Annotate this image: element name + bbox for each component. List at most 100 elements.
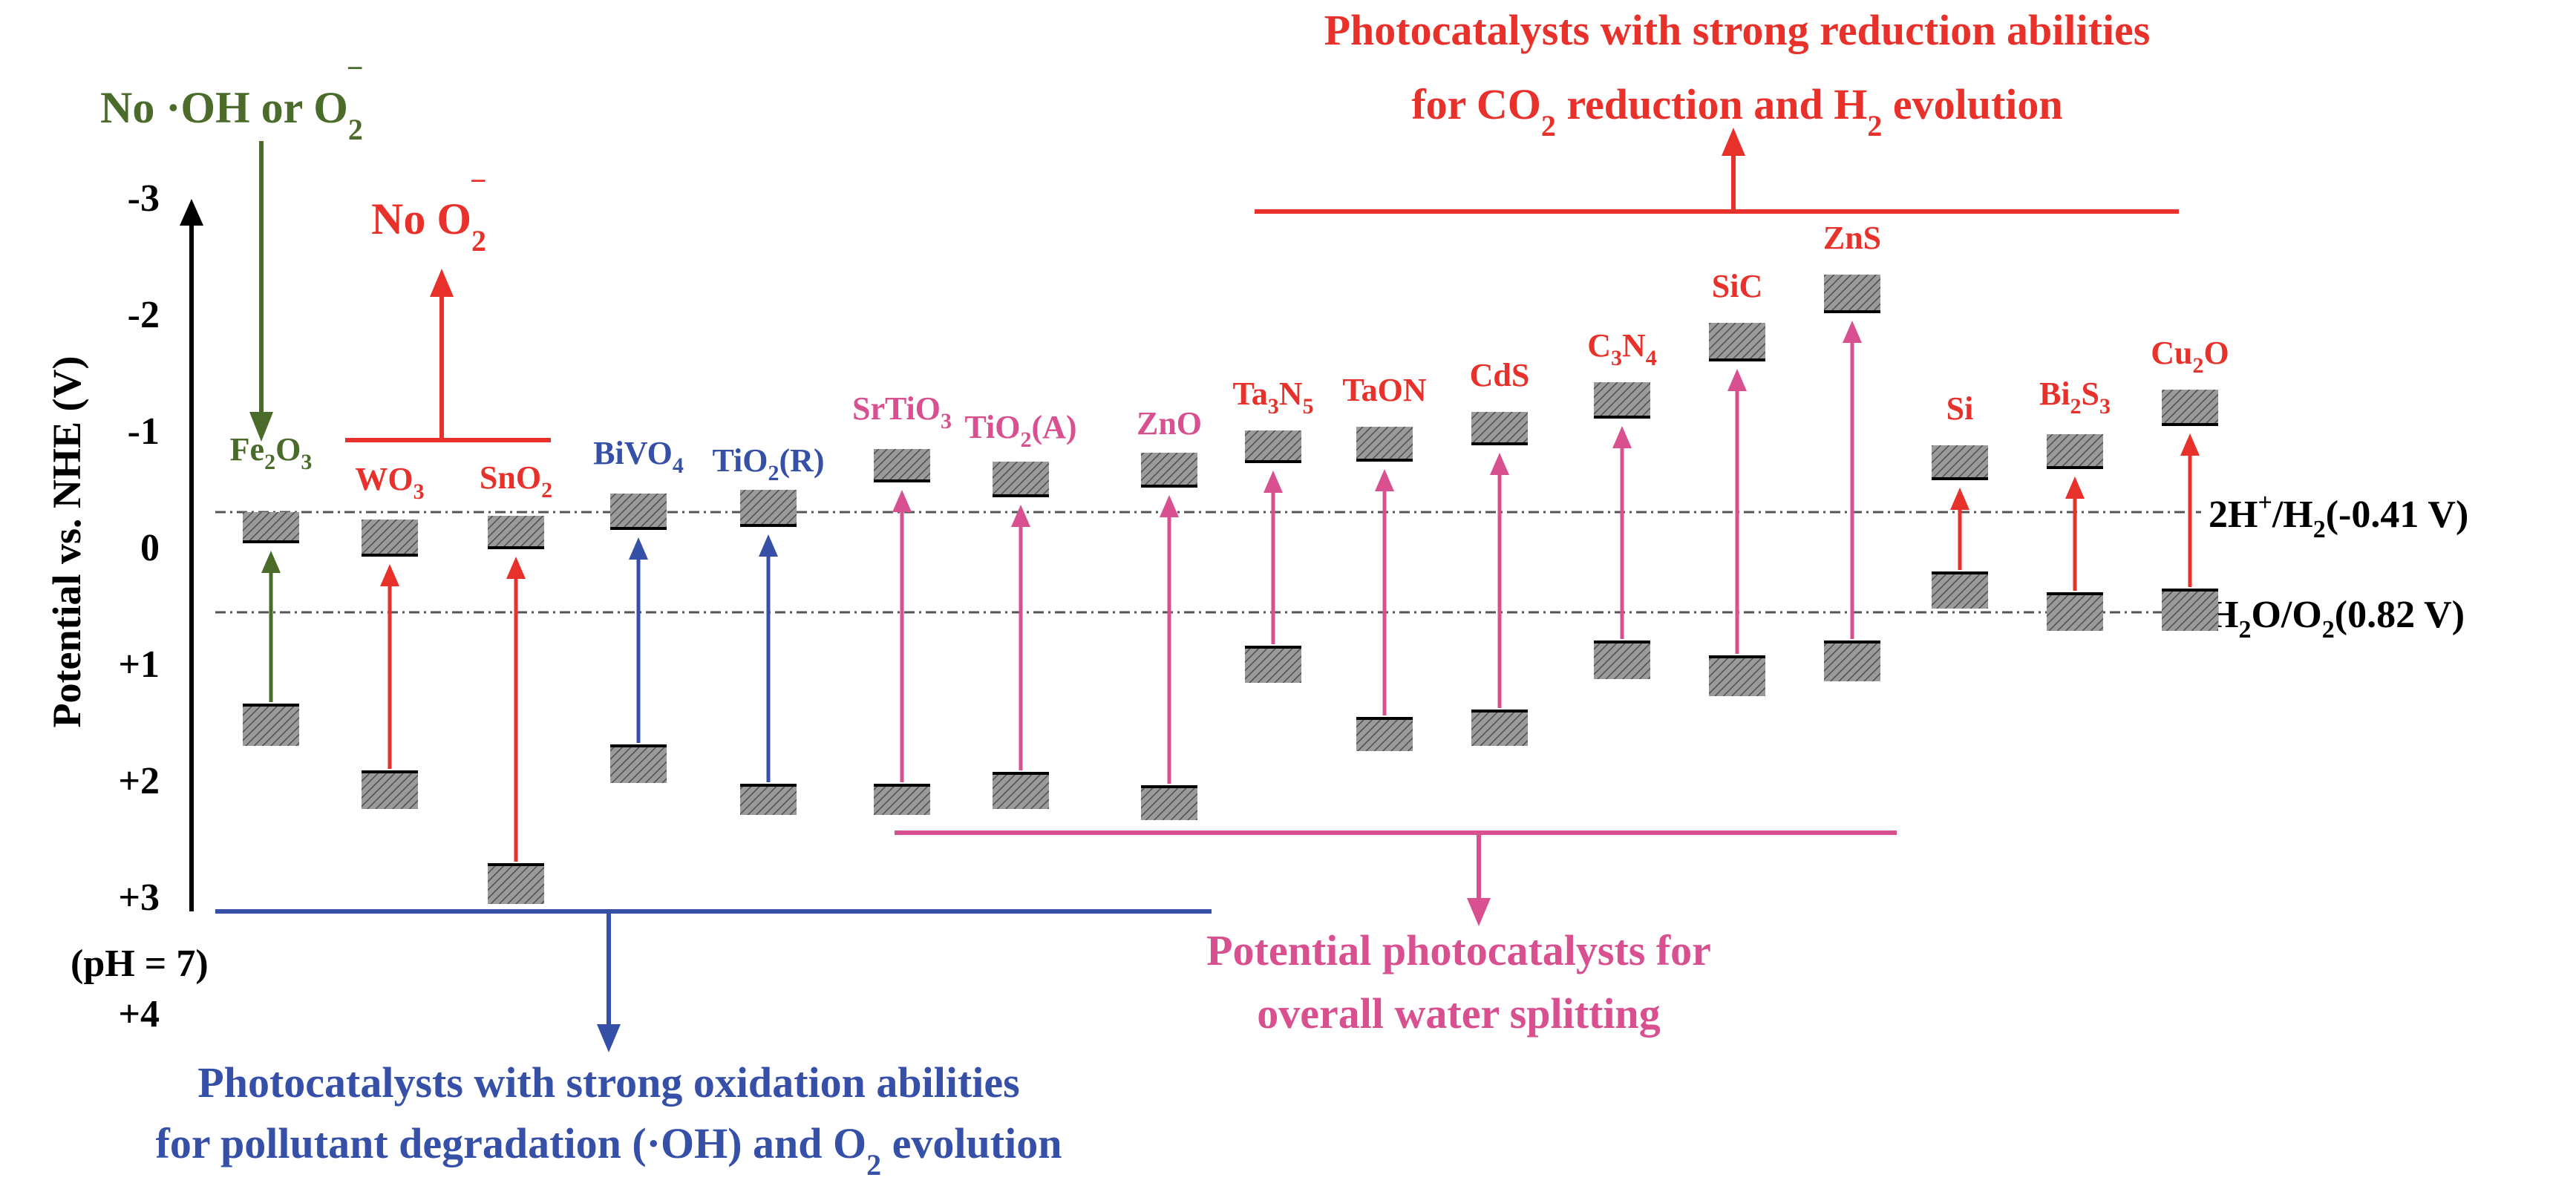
y-axis-title: Potential vs. NHE (V): [45, 356, 89, 728]
no-oh-arrowhead: [249, 412, 273, 442]
band-structures: Fe2O3 WO3 SnO2 BiVO4 TiO2(R) SrTiO3 TiO2(A) ZnO…: [230, 220, 2229, 904]
band-tio2r: TiO2(R): [712, 442, 825, 815]
excitation-arrowhead: [1843, 321, 1862, 343]
water-splitting-arrowhead: [1467, 898, 1491, 926]
conduction-band: [993, 462, 1049, 496]
conduction-band: [1932, 445, 1988, 479]
conduction-band: [362, 520, 418, 555]
material-label: ZnO: [1137, 405, 1202, 442]
band-srtio3: SrTiO3: [852, 390, 952, 815]
material-label: SiC: [1712, 268, 1762, 304]
band-si: Si: [1932, 390, 1988, 609]
valence-band: [740, 785, 797, 815]
water-splitting-title-line1: Potential photocatalysts for: [1206, 926, 1711, 974]
material-label: SnO2: [480, 459, 552, 502]
band-fe2o3: Fe2O3: [230, 431, 312, 746]
material-label: TiO2(R): [712, 442, 824, 485]
no-oh-annotation: No ·OH or O2−: [100, 51, 364, 146]
excitation-arrowhead: [2065, 476, 2085, 499]
excitation-arrowhead: [506, 557, 526, 579]
conduction-band: [1471, 412, 1528, 444]
conduction-band: [488, 516, 544, 548]
conduction-band: [740, 490, 797, 525]
annotations: No ·OH or O2− No O2− Photocatalysts with…: [100, 6, 2179, 1182]
y-axis-arrowhead: [180, 199, 203, 226]
valence-band: [1932, 573, 1988, 609]
band-tio2a: TiO2(A): [964, 409, 1077, 809]
valence-band: [1245, 647, 1301, 683]
excitation-arrowhead: [1160, 495, 1179, 517]
material-label: TiO2(A): [964, 409, 1076, 452]
reference-lines: 2H+/H2(-0.41 V) H2O/O2(0.82 V): [215, 489, 2468, 643]
excitation-arrowhead: [1011, 505, 1030, 527]
reduction-title-line1: Photocatalysts with strong reduction abi…: [1324, 6, 2151, 54]
o2-reference-label: H2O/O2(0.82 V): [2209, 594, 2465, 643]
valence-band: [993, 773, 1049, 809]
excitation-arrowhead: [1375, 469, 1394, 491]
oxidation-title-line1: Photocatalysts with strong oxidation abi…: [197, 1058, 1019, 1107]
valence-band: [874, 785, 930, 815]
valence-band: [2162, 590, 2218, 631]
band-zno: ZnO: [1137, 405, 1202, 820]
excitation-arrowhead: [892, 490, 912, 512]
excitation-arrowhead: [629, 537, 648, 560]
band-sno2: SnO2: [480, 459, 552, 904]
material-label: Ta3N5: [1232, 376, 1313, 419]
valence-band: [610, 746, 667, 783]
y-tick-label: +2: [118, 760, 160, 802]
excitation-arrowhead: [1950, 488, 1969, 510]
conduction-band: [1245, 430, 1301, 462]
h2-reference-label: 2H+/H2(-0.41 V): [2209, 489, 2468, 543]
conduction-band: [874, 449, 930, 481]
conduction-band: [1141, 453, 1197, 486]
conduction-band: [2047, 434, 2103, 468]
no-superoxide-annotation: No O2−: [371, 164, 487, 258]
band-taon: TaON: [1342, 372, 1427, 751]
conduction-band: [1594, 382, 1650, 417]
y-tick-label: -1: [128, 410, 160, 453]
conduction-band: [1356, 427, 1413, 460]
material-label: ZnS: [1823, 220, 1881, 256]
excitation-arrowhead: [380, 564, 399, 586]
material-label: WO3: [355, 461, 424, 504]
conduction-band: [1824, 275, 1880, 312]
valence-band: [1594, 642, 1650, 679]
y-tick-label: +4: [118, 993, 160, 1035]
excitation-arrowhead: [261, 551, 281, 573]
material-label: Bi2S3: [2039, 376, 2111, 419]
excitation-arrowhead: [1727, 369, 1747, 391]
material-label: Si: [1946, 390, 1974, 427]
y-tick-label: -2: [128, 294, 160, 336]
valence-band: [1356, 718, 1413, 751]
ph-note: (pH = 7): [71, 943, 209, 985]
band-sic: SiC: [1709, 268, 1765, 696]
y-tick-label: +3: [118, 877, 160, 919]
valence-band: [1824, 642, 1880, 681]
conduction-band: [610, 494, 667, 528]
conduction-band: [1709, 323, 1765, 360]
oxidation-title-line2: for pollutant degradation (·OH) and O2 e…: [156, 1119, 1062, 1182]
y-tick-label: 0: [140, 527, 160, 569]
oxidation-arrowhead: [597, 1024, 621, 1052]
y-tick-label: +1: [118, 643, 160, 686]
y-tick-label: -3: [128, 177, 160, 220]
reduction-arrowhead: [1722, 128, 1745, 156]
excitation-arrowhead: [1490, 453, 1509, 475]
valence-band: [243, 705, 299, 746]
band-cu2o: Cu2O: [2151, 335, 2229, 631]
reduction-title-line2: for CO2 reduction and H2 evolution: [1411, 80, 2062, 142]
band-wo3: WO3: [355, 461, 425, 809]
band-zns: ZnS: [1823, 220, 1881, 681]
excitation-arrowhead: [759, 534, 778, 557]
material-label: C3N4: [1587, 327, 1657, 370]
valence-band: [488, 865, 544, 904]
material-label: CdS: [1470, 357, 1530, 393]
band-cds: CdS: [1470, 357, 1530, 746]
band-ta3n5: Ta3N5: [1232, 376, 1314, 683]
band-bivo4: BiVO4: [593, 435, 684, 783]
y-tick-labels: -3 -2 -1 0 +1 +2 +3 +4: [118, 177, 160, 1035]
excitation-arrowhead: [1264, 471, 1283, 493]
valence-band: [1709, 657, 1765, 696]
valence-band: [2047, 594, 2103, 631]
band-bi2s3: Bi2S3: [2039, 376, 2111, 631]
